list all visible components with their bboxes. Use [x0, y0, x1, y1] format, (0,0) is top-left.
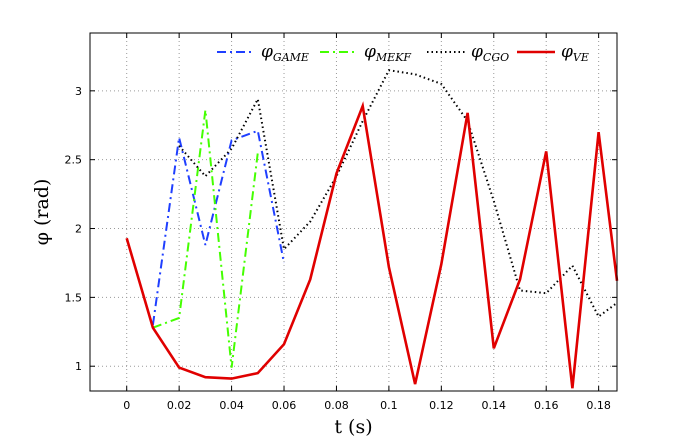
- x-tick-label: 0.18: [586, 399, 611, 412]
- legend-label-ve: φVE: [561, 42, 589, 64]
- series-lines: [125, 69, 619, 389]
- legend: φGAME φMEKF φCGO φVE: [217, 42, 589, 64]
- y-axis-label: φ (rad): [31, 179, 53, 246]
- x-axis-label: t (s): [334, 416, 372, 438]
- y-tick-label: 2.5: [65, 154, 83, 167]
- x-tick-label: 0.06: [272, 399, 297, 412]
- x-tick-label: 0.12: [429, 399, 454, 412]
- axes-frame: [89, 32, 618, 392]
- series-line-mekf: [152, 109, 259, 368]
- series-line-game: [151, 129, 285, 326]
- legend-label-game: φGAME: [261, 42, 309, 64]
- y-tick-label: 1: [75, 360, 82, 373]
- x-tick-label: 0.16: [534, 399, 559, 412]
- x-tick-label: 0.04: [219, 399, 244, 412]
- legend-label-mekf: φMEKF: [364, 42, 411, 64]
- y-tick-label: 1.5: [65, 291, 83, 304]
- y-tick-label: 3: [75, 85, 82, 98]
- x-tick-label: 0.08: [324, 399, 349, 412]
- x-tick-label: 0: [123, 399, 130, 412]
- axis-ticks: 0 0.02 0.04 0.06 0.08 0.1 0.12 0.14 0.16 0.18 1 1.5…: [65, 33, 617, 412]
- series-line-ve: [125, 101, 619, 389]
- x-tick-label: 0.1: [380, 399, 398, 412]
- legend-label-cgo: φCGO: [471, 42, 509, 64]
- x-tick-label: 0.02: [167, 399, 192, 412]
- x-tick-label: 0.14: [482, 399, 507, 412]
- series-line-cgo: [178, 69, 618, 319]
- y-tick-label: 2: [75, 223, 82, 236]
